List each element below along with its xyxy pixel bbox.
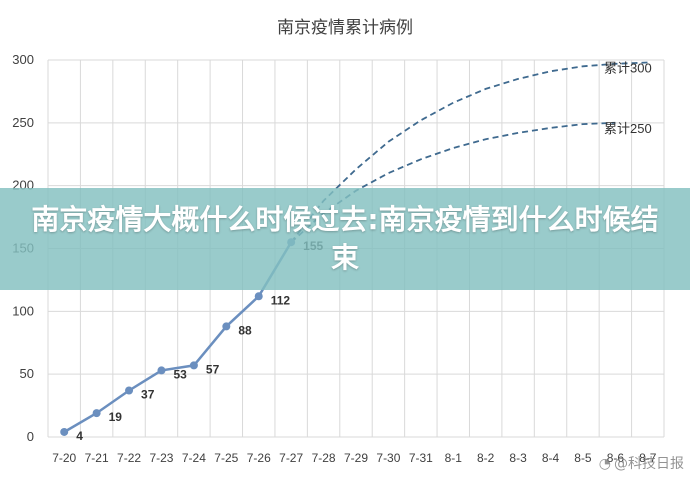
data-point bbox=[157, 366, 166, 375]
data-point bbox=[92, 409, 101, 418]
x-tick-label: 8-6 bbox=[607, 451, 625, 465]
x-tick-label: 7-21 bbox=[85, 451, 109, 465]
y-tick-label: 250 bbox=[12, 115, 34, 130]
x-tick-label: 7-28 bbox=[312, 451, 336, 465]
x-tick-label: 8-3 bbox=[509, 451, 527, 465]
x-tick-label: 8-5 bbox=[574, 451, 592, 465]
data-point bbox=[189, 361, 198, 370]
x-tick-label: 8-7 bbox=[639, 451, 657, 465]
series-line bbox=[63, 241, 293, 434]
x-tick-label: 8-4 bbox=[542, 451, 560, 465]
data-point bbox=[125, 386, 134, 395]
x-tick-label: 7-31 bbox=[409, 451, 433, 465]
title-banner: 南京疫情大概什么时候过去:南京疫情到什么时候结束 bbox=[0, 188, 690, 290]
data-label: 19 bbox=[109, 410, 123, 424]
data-label: 37 bbox=[141, 388, 155, 402]
data-label: 112 bbox=[271, 293, 291, 307]
projection-lines: 累计300 累计250 bbox=[290, 61, 652, 243]
x-tick-label: 7-27 bbox=[279, 451, 303, 465]
watermark-text: @科技日报 bbox=[614, 456, 684, 472]
x-tick-label: 7-20 bbox=[52, 451, 76, 465]
x-tick-label: 8-2 bbox=[477, 451, 495, 465]
x-tick-label: 7-23 bbox=[149, 451, 173, 465]
x-tick-label: 7-30 bbox=[376, 451, 400, 465]
data-label: 88 bbox=[238, 323, 252, 337]
weibo-icon: ◔ bbox=[598, 456, 611, 472]
data-label: 4 bbox=[76, 429, 83, 443]
y-tick-label: 0 bbox=[27, 429, 34, 444]
x-tick-label: 7-25 bbox=[214, 451, 238, 465]
data-label: 57 bbox=[206, 362, 220, 376]
x-tick-label: 7-29 bbox=[344, 451, 368, 465]
chart-title: 南京疫情累计病例 bbox=[277, 18, 413, 37]
y-tick-label: 50 bbox=[20, 366, 34, 381]
projection-label: 累计300 bbox=[604, 61, 652, 76]
watermark: ◔ @科技日报 bbox=[599, 453, 684, 473]
data-point bbox=[60, 427, 69, 436]
x-axis-ticks: 7-20 7-21 7-22 7-23 7-24 7-25 7-26 7-27 7-28 7-29… bbox=[52, 451, 657, 465]
data-label: 53 bbox=[173, 367, 187, 381]
projection-label: 累计250 bbox=[604, 121, 652, 136]
x-tick-label: 8-1 bbox=[445, 451, 463, 465]
projection-line bbox=[290, 61, 648, 243]
data-point bbox=[254, 292, 263, 301]
x-tick-label: 7-22 bbox=[117, 451, 141, 465]
x-tick-label: 7-26 bbox=[247, 451, 271, 465]
banner-text: 南京疫情大概什么时候过去:南京疫情到什么时候结束 bbox=[31, 203, 659, 274]
y-tick-label: 100 bbox=[12, 303, 34, 318]
x-tick-label: 7-24 bbox=[182, 451, 206, 465]
data-point bbox=[222, 322, 231, 331]
y-tick-label: 300 bbox=[12, 52, 34, 67]
